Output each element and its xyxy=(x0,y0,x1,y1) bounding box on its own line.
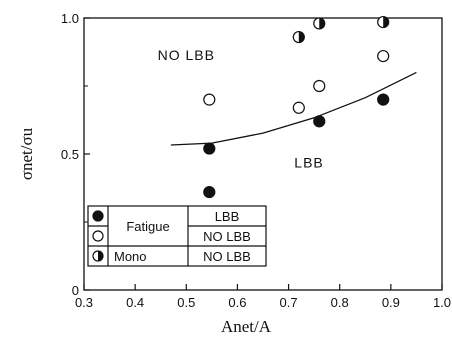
region-label: NO LBB xyxy=(158,47,215,63)
data-point xyxy=(203,93,216,106)
legend-group-fatigue: Fatigue xyxy=(126,219,169,234)
legend-marker xyxy=(92,230,104,242)
y-tick-label: 1.0 xyxy=(61,11,79,26)
data-point xyxy=(377,93,390,106)
x-tick-label: 0.7 xyxy=(280,295,298,310)
x-tick-label: 0.8 xyxy=(331,295,349,310)
x-tick-label: 1.0 xyxy=(433,295,451,310)
legend-box xyxy=(87,205,267,267)
x-tick-label: 0.4 xyxy=(126,295,144,310)
y-tick-label: 0.5 xyxy=(61,147,79,162)
data-point xyxy=(313,79,326,93)
legend-result: NO LBB xyxy=(203,229,251,244)
legend-result: LBB xyxy=(215,209,240,224)
x-tick-label: 0.9 xyxy=(382,295,400,310)
data-point xyxy=(292,30,305,44)
x-tick-label: 0.5 xyxy=(177,295,195,310)
y-axis-title: σnet/σu xyxy=(17,127,36,180)
data-point xyxy=(313,17,326,30)
y-tick-label: 0 xyxy=(72,283,79,298)
data-point xyxy=(313,115,326,128)
x-tick-label: 0.6 xyxy=(228,295,246,310)
data-point xyxy=(203,142,216,155)
lbb-boundary-curve xyxy=(170,71,417,146)
legend-group-mono: Mono xyxy=(114,249,147,264)
region-label: LBB xyxy=(294,155,323,171)
legend-result: NO LBB xyxy=(203,249,251,264)
legend-marker xyxy=(92,210,104,222)
x-axis-title: Anet/A xyxy=(221,317,272,336)
data-point xyxy=(203,185,216,199)
data-point xyxy=(377,15,390,29)
data-point xyxy=(377,49,390,63)
x-tick-label: 0.3 xyxy=(75,295,93,310)
legend-marker xyxy=(92,250,104,262)
data-point xyxy=(292,101,305,114)
